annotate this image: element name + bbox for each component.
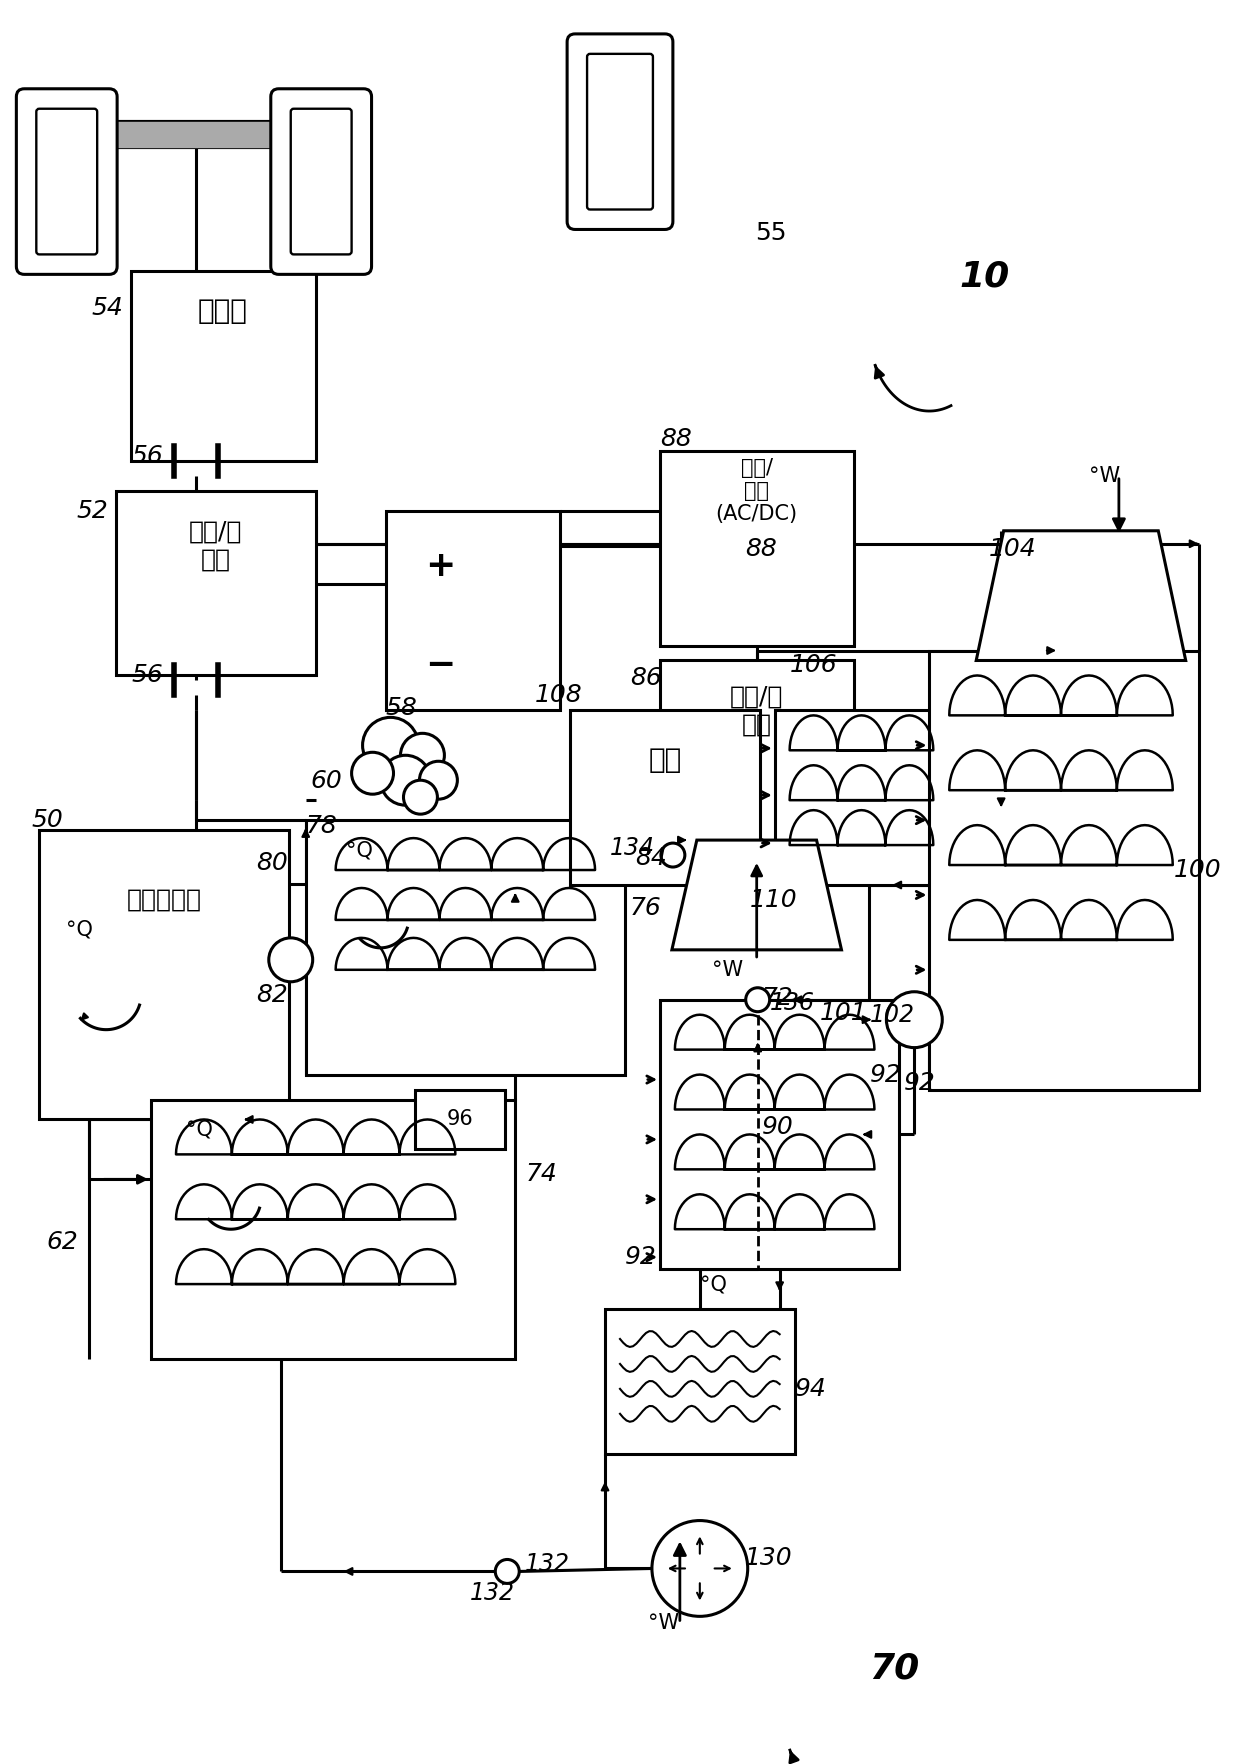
- Bar: [415, 1090, 505, 1150]
- Bar: [117, 490, 316, 676]
- Text: +: +: [425, 549, 455, 582]
- Text: 108: 108: [536, 683, 583, 707]
- Text: 92: 92: [625, 1245, 657, 1268]
- Text: 56: 56: [131, 445, 162, 467]
- Bar: [660, 660, 854, 850]
- Text: 94: 94: [795, 1378, 826, 1401]
- Circle shape: [661, 843, 684, 868]
- Text: 交流/
直流
(AC/DC): 交流/ 直流 (AC/DC): [715, 457, 797, 524]
- Text: °Q: °Q: [186, 1120, 213, 1140]
- Polygon shape: [976, 531, 1185, 660]
- Text: 92: 92: [904, 1071, 936, 1094]
- Text: 90: 90: [761, 1115, 794, 1140]
- Text: °W: °W: [649, 1614, 680, 1633]
- Text: 96: 96: [446, 1110, 474, 1129]
- Text: °Q: °Q: [699, 1274, 727, 1295]
- Circle shape: [401, 734, 444, 778]
- Bar: [151, 1099, 516, 1358]
- Text: 55: 55: [755, 222, 786, 245]
- Text: 10: 10: [960, 259, 1009, 293]
- Text: 84: 84: [635, 847, 667, 870]
- Text: −: −: [425, 649, 455, 683]
- Text: 58: 58: [386, 697, 418, 720]
- Text: 86: 86: [630, 667, 662, 690]
- Bar: [605, 1309, 795, 1454]
- Text: 132: 132: [526, 1552, 570, 1577]
- Bar: [775, 711, 965, 886]
- Text: 60: 60: [311, 769, 342, 794]
- Circle shape: [495, 1559, 520, 1584]
- Bar: [929, 651, 1199, 1090]
- Text: 马达/发
电机: 马达/发 电机: [190, 520, 243, 572]
- Bar: [660, 452, 854, 646]
- Text: 110: 110: [750, 887, 797, 912]
- Text: 92: 92: [869, 1062, 901, 1087]
- Text: °Q: °Q: [66, 919, 93, 940]
- FancyBboxPatch shape: [270, 88, 372, 275]
- FancyBboxPatch shape: [567, 34, 673, 229]
- Circle shape: [403, 780, 438, 815]
- Text: 76: 76: [630, 896, 662, 921]
- Circle shape: [352, 751, 393, 794]
- Text: 52: 52: [76, 499, 108, 522]
- Text: 80: 80: [255, 850, 288, 875]
- FancyBboxPatch shape: [36, 109, 97, 254]
- Circle shape: [381, 755, 430, 804]
- FancyBboxPatch shape: [290, 109, 352, 254]
- Text: 70: 70: [869, 1651, 920, 1685]
- Bar: [570, 711, 760, 886]
- Text: 变速器: 变速器: [198, 298, 248, 325]
- Text: 132: 132: [470, 1581, 516, 1605]
- FancyBboxPatch shape: [587, 55, 653, 210]
- Text: 130: 130: [745, 1547, 792, 1570]
- Text: 50: 50: [31, 808, 63, 833]
- Text: 101: 101: [820, 1000, 867, 1025]
- Bar: [386, 512, 560, 711]
- Text: °W: °W: [712, 960, 743, 979]
- Text: 56: 56: [131, 663, 162, 688]
- Text: 88: 88: [745, 536, 776, 561]
- Text: 88: 88: [660, 427, 692, 452]
- Text: 136: 136: [770, 991, 815, 1014]
- Bar: [40, 831, 289, 1120]
- Text: 马达/发
电机: 马达/发 电机: [730, 684, 784, 736]
- FancyBboxPatch shape: [16, 88, 117, 275]
- Circle shape: [362, 718, 418, 773]
- Polygon shape: [672, 840, 842, 949]
- Bar: [660, 1000, 899, 1268]
- Text: 104: 104: [990, 536, 1037, 561]
- Text: 74: 74: [526, 1162, 557, 1187]
- Text: 100: 100: [1174, 857, 1221, 882]
- Text: 102: 102: [869, 1002, 914, 1027]
- Circle shape: [269, 938, 312, 983]
- Text: 62: 62: [46, 1230, 78, 1254]
- Bar: [306, 820, 625, 1074]
- Circle shape: [745, 988, 770, 1013]
- Text: 106: 106: [790, 653, 837, 677]
- Circle shape: [887, 991, 942, 1048]
- Circle shape: [419, 762, 458, 799]
- Text: 54: 54: [92, 296, 123, 321]
- Text: 82: 82: [255, 983, 288, 1007]
- Text: °W: °W: [1089, 466, 1120, 485]
- Text: 内燃发动机: 内燃发动机: [126, 887, 202, 912]
- Text: 134: 134: [610, 836, 655, 861]
- Text: °Q: °Q: [346, 840, 372, 861]
- Text: 78: 78: [306, 815, 337, 838]
- Bar: [131, 272, 316, 460]
- Text: 72: 72: [761, 986, 794, 1009]
- Circle shape: [652, 1521, 748, 1616]
- Text: 车舱: 车舱: [649, 746, 682, 774]
